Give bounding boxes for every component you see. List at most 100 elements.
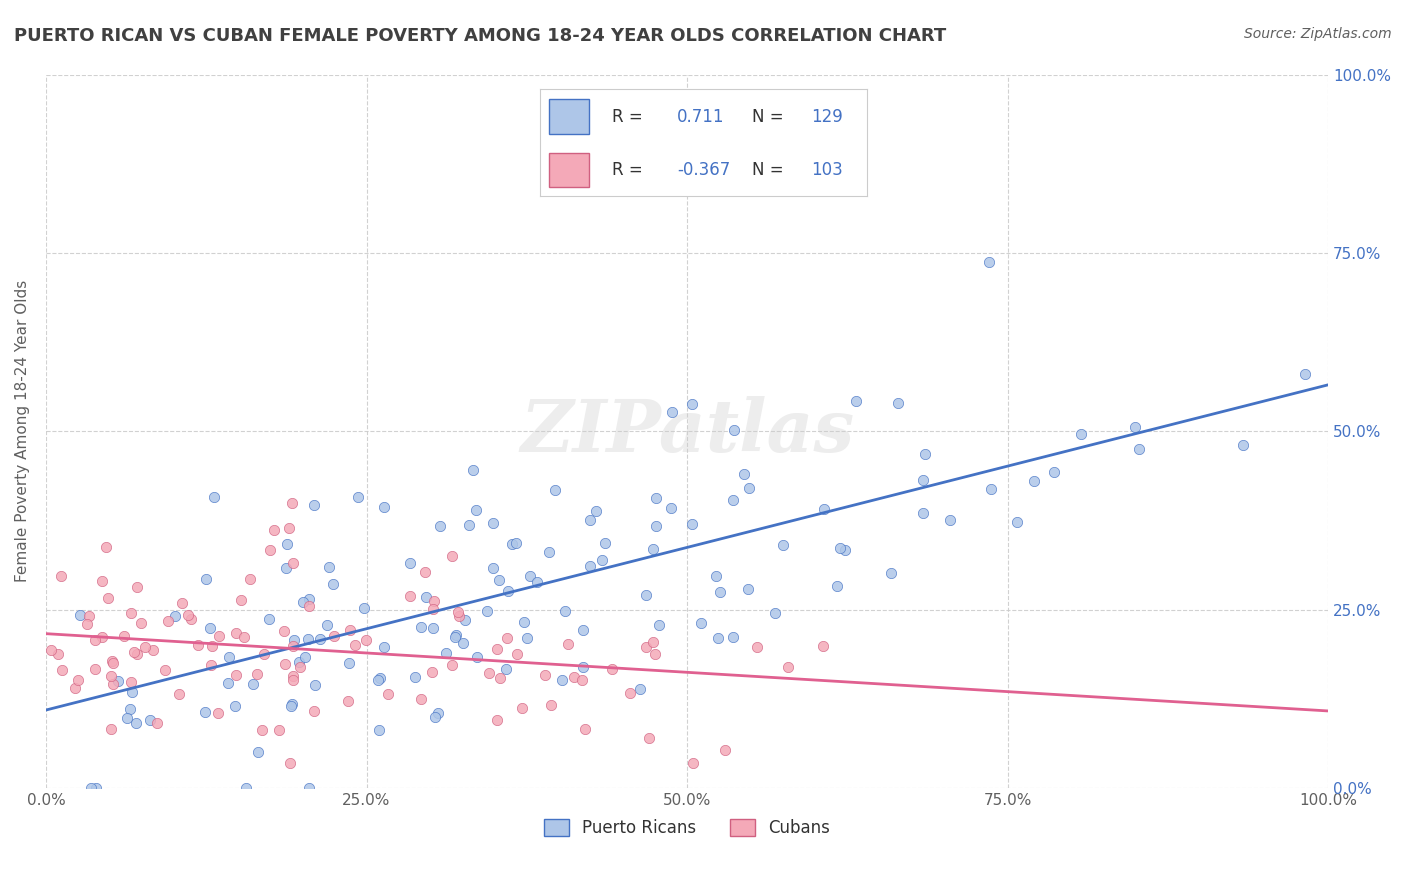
- Point: [938, 513, 960, 527]
- Point: [444, 628, 467, 642]
- Point: [714, 743, 737, 757]
- Point: [155, 663, 177, 677]
- Point: [409, 620, 432, 634]
- Point: [274, 561, 297, 575]
- Point: [337, 657, 360, 671]
- Y-axis label: Female Poverty Among 18-24 Year Olds: Female Poverty Among 18-24 Year Olds: [15, 280, 30, 582]
- Point: [367, 723, 389, 737]
- Point: [367, 673, 389, 688]
- Point: [107, 674, 129, 689]
- Point: [645, 518, 668, 533]
- Point: [120, 607, 142, 621]
- Point: [250, 723, 273, 738]
- Point: [636, 588, 658, 602]
- Point: [496, 584, 519, 599]
- Point: [429, 518, 451, 533]
- Point: [737, 582, 759, 596]
- Text: ZIPatlas: ZIPatlas: [520, 396, 853, 467]
- Point: [101, 654, 124, 668]
- Point: [127, 648, 149, 662]
- Point: [229, 592, 252, 607]
- Point: [763, 606, 786, 620]
- Point: [1070, 426, 1092, 441]
- Point: [94, 540, 117, 554]
- Point: [681, 397, 703, 411]
- Point: [574, 722, 596, 736]
- Point: [591, 553, 613, 567]
- Point: [225, 668, 247, 682]
- Point: [579, 513, 602, 527]
- Point: [845, 394, 868, 409]
- Point: [830, 541, 852, 555]
- Point: [207, 706, 229, 720]
- Point: [1232, 438, 1254, 452]
- Point: [76, 616, 98, 631]
- Point: [239, 572, 262, 586]
- Point: [721, 630, 744, 644]
- Point: [323, 629, 346, 643]
- Point: [488, 573, 510, 587]
- Point: [447, 605, 470, 619]
- Point: [49, 568, 72, 582]
- Point: [1042, 465, 1064, 479]
- Point: [461, 463, 484, 477]
- Point: [253, 648, 276, 662]
- Point: [69, 607, 91, 622]
- Point: [233, 630, 256, 644]
- Point: [811, 639, 834, 653]
- Point: [444, 631, 467, 645]
- Point: [83, 662, 105, 676]
- Point: [638, 731, 661, 745]
- Point: [180, 612, 202, 626]
- Point: [347, 491, 370, 505]
- Point: [776, 659, 799, 673]
- Point: [129, 615, 152, 630]
- Point: [1128, 442, 1150, 456]
- Point: [322, 577, 344, 591]
- Point: [661, 405, 683, 419]
- Point: [441, 549, 464, 563]
- Point: [283, 632, 305, 647]
- Point: [440, 658, 463, 673]
- Point: [571, 673, 593, 687]
- Point: [356, 632, 378, 647]
- Point: [121, 685, 143, 699]
- Point: [177, 607, 200, 622]
- Point: [399, 589, 422, 603]
- Point: [80, 780, 103, 795]
- Point: [682, 756, 704, 770]
- Point: [1022, 474, 1045, 488]
- Point: [879, 566, 901, 580]
- Point: [112, 628, 135, 642]
- Point: [551, 673, 574, 687]
- Point: [368, 671, 391, 685]
- Point: [353, 600, 375, 615]
- Point: [51, 663, 73, 677]
- Point: [501, 537, 523, 551]
- Point: [706, 631, 728, 645]
- Point: [298, 780, 321, 795]
- Point: [619, 686, 641, 700]
- Point: [516, 632, 538, 646]
- Point: [292, 595, 315, 609]
- Point: [281, 496, 304, 510]
- Point: [201, 639, 224, 653]
- Point: [287, 655, 309, 669]
- Point: [482, 516, 505, 531]
- Point: [415, 565, 437, 579]
- Point: [278, 521, 301, 535]
- Point: [813, 502, 835, 516]
- Point: [643, 541, 665, 556]
- Point: [593, 536, 616, 550]
- Point: [1294, 367, 1316, 381]
- Point: [495, 662, 517, 676]
- Point: [343, 638, 366, 652]
- Point: [202, 490, 225, 504]
- Point: [422, 621, 444, 635]
- Point: [309, 632, 332, 646]
- Point: [644, 647, 666, 661]
- Point: [246, 666, 269, 681]
- Point: [723, 423, 745, 437]
- Point: [510, 700, 533, 714]
- Point: [122, 645, 145, 659]
